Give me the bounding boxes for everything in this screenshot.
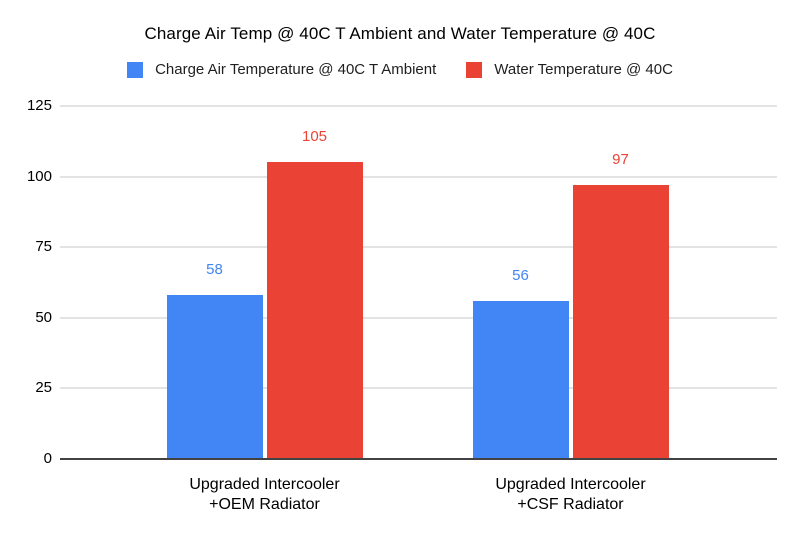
legend-swatch-water-temp-icon: [466, 61, 483, 78]
x-axis-line: [60, 458, 777, 460]
y-axis-tick-label: 75: [35, 238, 52, 256]
gridline: [60, 175, 777, 178]
bar-charge-air-group2: [472, 300, 569, 459]
legend-swatch-charge-air-icon: [127, 61, 144, 78]
chart-title: Charge Air Temp @ 40C T Ambient and Wate…: [144, 24, 656, 43]
legend-item-water-temp: Water Temperature @ 40C: [466, 61, 673, 78]
y-axis-tick-label: 50: [35, 308, 52, 326]
y-axis-tick-label: 0: [43, 450, 52, 467]
legend-label-water-temp: Water Temperature @ 40C: [494, 61, 673, 78]
bar-water-temp-group2: [572, 185, 669, 459]
x-axis-category-label: Upgraded Intercooler +CSF Radiator: [495, 476, 646, 513]
bar-charge-air-group1: [166, 295, 263, 459]
gridline: [60, 387, 777, 390]
bar-water-temp-group1: [266, 162, 363, 459]
legend-item-charge-air: Charge Air Temperature @ 40C T Ambient: [127, 61, 436, 78]
y-axis-tick-label: 100: [26, 167, 52, 185]
y-axis-tick-label: 125: [26, 97, 52, 114]
gridline: [60, 246, 777, 249]
y-axis-tick-label: 25: [35, 379, 52, 397]
legend-label-charge-air: Charge Air Temperature @ 40C T Ambient: [155, 61, 437, 78]
legend: Charge Air Temperature @ 40C T Ambient W…: [0, 61, 800, 78]
gridline: [60, 105, 777, 107]
bar-value-label: 56: [512, 266, 529, 284]
bar-value-label: 97: [612, 151, 629, 169]
gridline: [60, 316, 777, 319]
bar-value-label: 105: [301, 128, 328, 146]
x-axis-category-label: Upgraded Intercooler +OEM Radiator: [189, 476, 340, 513]
bar-value-label: 58: [206, 261, 223, 279]
